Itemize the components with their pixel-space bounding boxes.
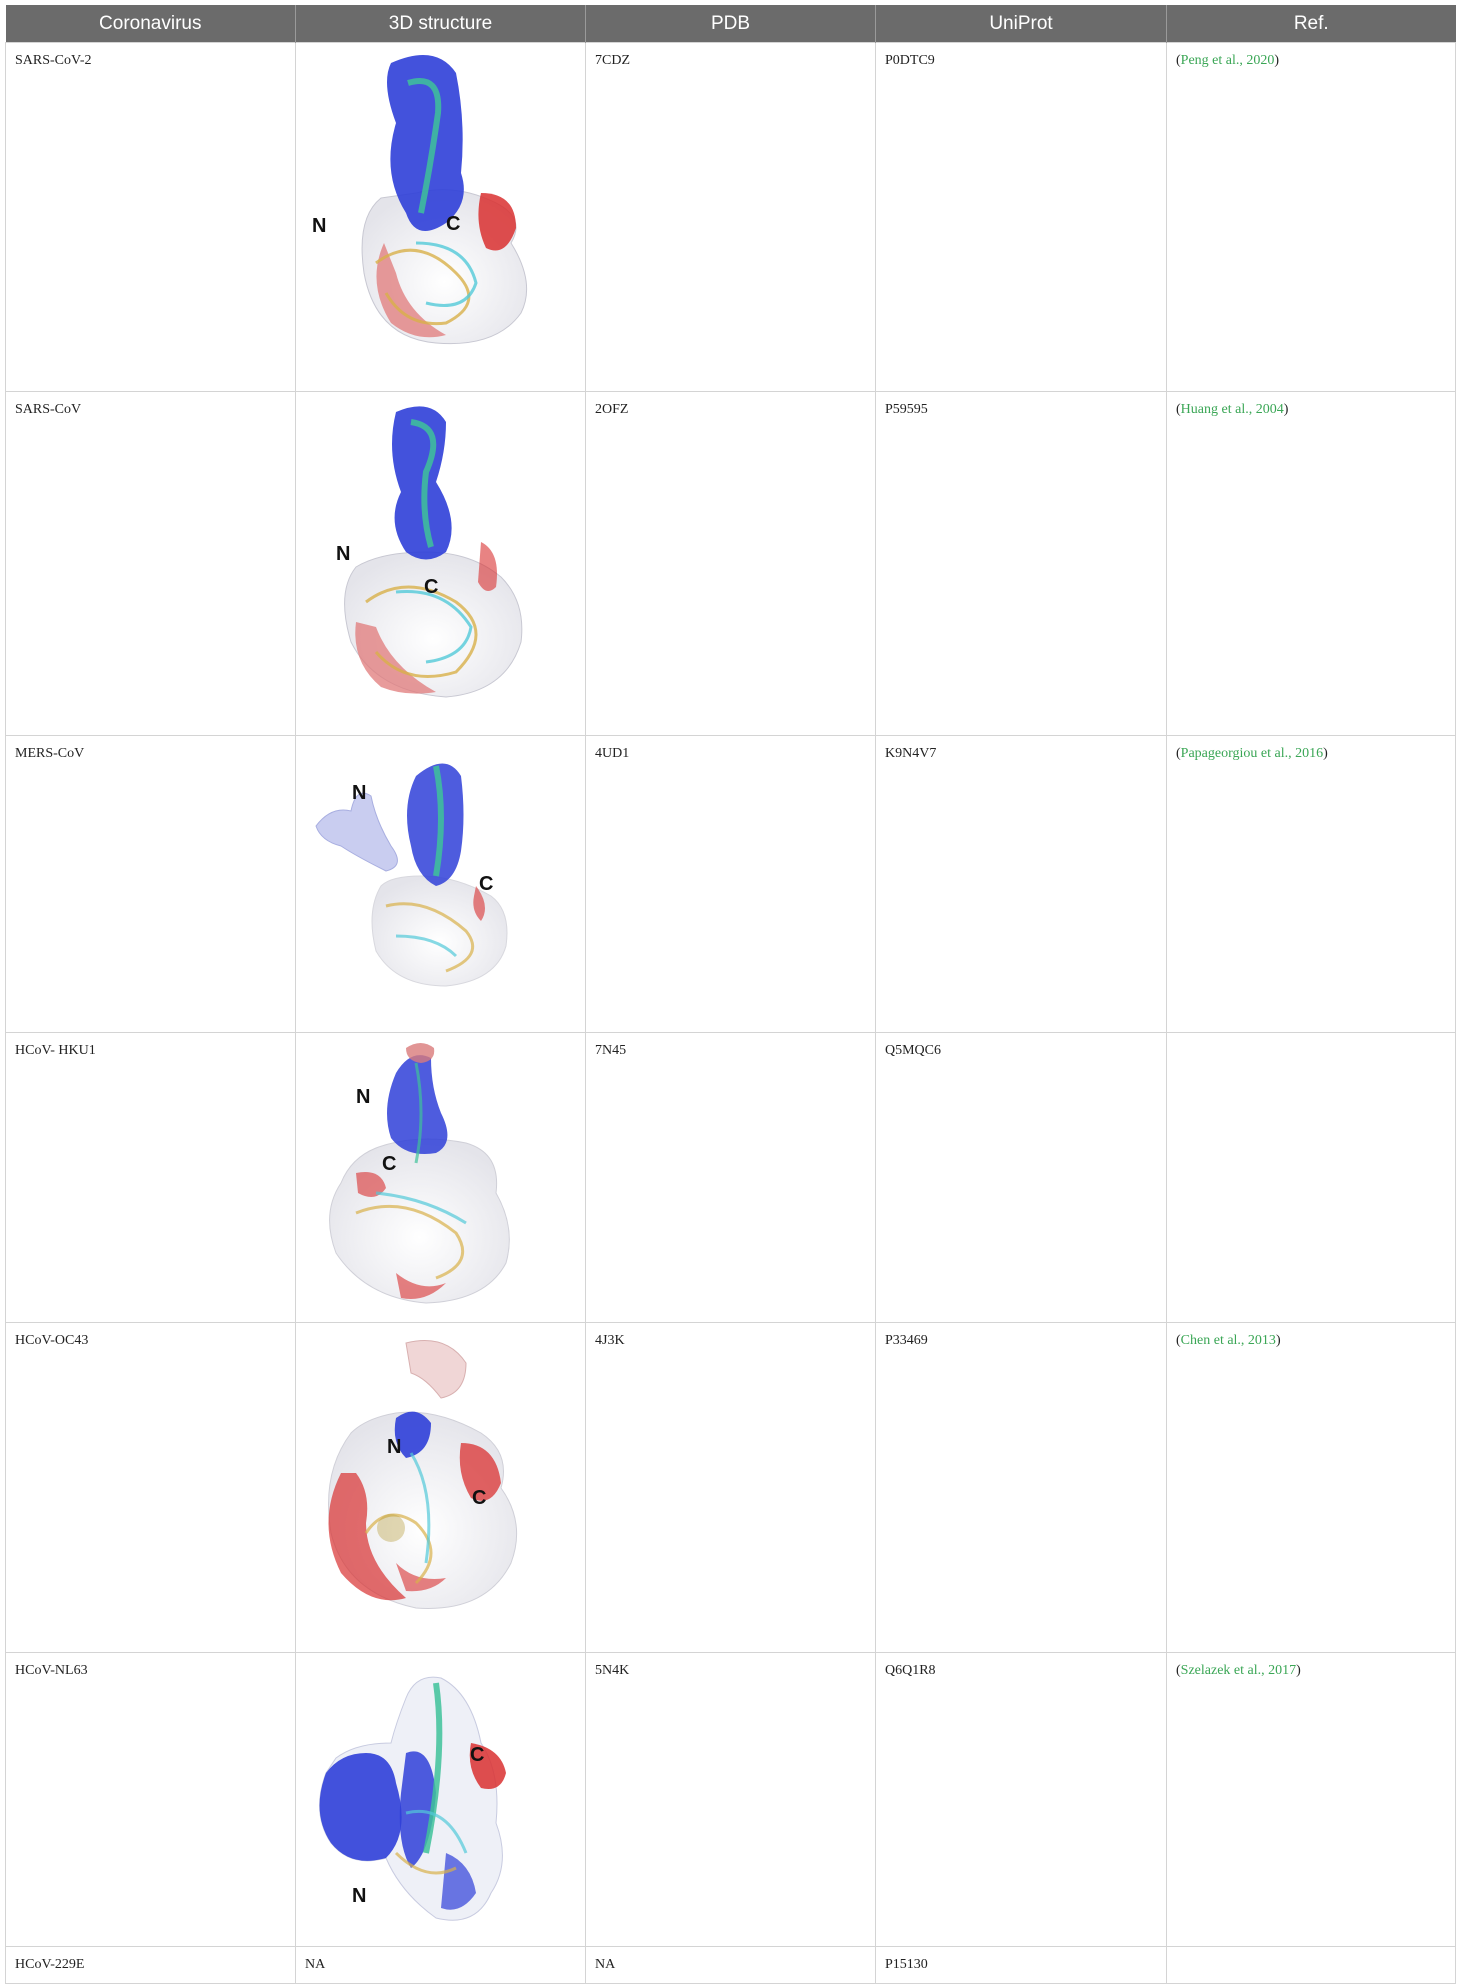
cell-structure: N C xyxy=(295,1322,586,1653)
table-row: SARS-CoV N C 2OFZ P59595 (Huang et al., … xyxy=(5,391,1456,736)
cell-ref xyxy=(1166,1946,1456,1984)
cell-structure: N C xyxy=(295,735,586,1033)
n-terminus-label: N xyxy=(336,543,350,565)
cell-pdb: 4UD1 xyxy=(585,735,876,1033)
cell-ref: (Huang et al., 2004) xyxy=(1166,391,1456,736)
c-terminus-label: C xyxy=(470,1744,484,1766)
reference-link[interactable]: Huang et al., 2004 xyxy=(1180,402,1284,417)
cell-ref xyxy=(1166,1032,1456,1323)
n-terminus-label: N xyxy=(352,782,366,804)
cell-uniprot: P59595 xyxy=(875,391,1167,736)
reference-link[interactable]: Papageorgiou et al., 2016 xyxy=(1180,746,1324,761)
table-row: SARS-CoV-2 N C 7CDZ P0DT xyxy=(5,42,1456,392)
header-pdb: PDB xyxy=(585,5,876,43)
cell-pdb: NA xyxy=(585,1946,876,1984)
cell-pdb: 7N45 xyxy=(585,1032,876,1323)
cell-uniprot: Q6Q1R8 xyxy=(875,1652,1167,1947)
cell-ref: (Szelazek et al., 2017) xyxy=(1166,1652,1456,1947)
c-terminus-label: C xyxy=(472,1487,486,1509)
cell-structure: C N xyxy=(295,1652,586,1947)
reference-link[interactable]: Chen et al., 2013 xyxy=(1180,1333,1276,1348)
coronavirus-structure-table: Coronavirus 3D structure PDB UniProt Ref… xyxy=(5,5,1456,1984)
cell-pdb: 2OFZ xyxy=(585,391,876,736)
c-terminus-label: C xyxy=(382,1153,396,1175)
cell-ref: (Peng et al., 2020) xyxy=(1166,42,1456,392)
n-terminus-label: N xyxy=(312,215,326,237)
cell-ref: (Papageorgiou et al., 2016) xyxy=(1166,735,1456,1033)
cell-coronavirus: MERS-CoV xyxy=(5,735,296,1033)
cell-pdb: 4J3K xyxy=(585,1322,876,1653)
table-row: HCoV- HKU1 N C 7N45 Q5MQC6 xyxy=(5,1032,1456,1323)
cell-coronavirus: SARS-CoV xyxy=(5,391,296,736)
protein-structure-image: N C xyxy=(329,1043,510,1304)
n-terminus-label: N xyxy=(352,1885,366,1907)
protein-structure-image: N C xyxy=(328,1340,518,1609)
cell-uniprot: P0DTC9 xyxy=(875,42,1167,392)
cell-coronavirus: SARS-CoV-2 xyxy=(5,42,296,392)
header-uniprot: UniProt xyxy=(875,5,1167,43)
n-terminus-label: N xyxy=(356,1086,370,1108)
cell-pdb: 5N4K xyxy=(585,1652,876,1947)
cell-coronavirus: HCoV-NL63 xyxy=(5,1652,296,1947)
cell-coronavirus: HCoV-OC43 xyxy=(5,1322,296,1653)
cell-ref: (Chen et al., 2013) xyxy=(1166,1322,1456,1653)
table-row: MERS-CoV N C 4UD1 K9N4V7 (Papageorgiou e… xyxy=(5,735,1456,1033)
cell-uniprot: P15130 xyxy=(875,1946,1167,1984)
cell-uniprot: K9N4V7 xyxy=(875,735,1167,1033)
cell-structure: NA xyxy=(295,1946,586,1984)
n-terminus-label: N xyxy=(387,1436,401,1458)
c-terminus-label: C xyxy=(424,576,438,598)
cell-structure: N C xyxy=(295,42,586,392)
table-row: HCoV-OC43 N C 4J3K P33469 (Chen xyxy=(5,1322,1456,1653)
c-terminus-label: C xyxy=(446,213,460,235)
header-ref: Ref. xyxy=(1166,5,1456,43)
table-row: HCoV-NL63 C N 5N4K Q6Q1R8 (Szelazek et a… xyxy=(5,1652,1456,1947)
protein-structure-image: N C xyxy=(336,406,523,698)
cell-uniprot: Q5MQC6 xyxy=(875,1032,1167,1323)
cell-coronavirus: HCoV-229E xyxy=(5,1946,296,1984)
header-3d-structure: 3D structure xyxy=(295,5,586,43)
cell-pdb: 7CDZ xyxy=(585,42,876,392)
protein-structure-image: C N xyxy=(319,1676,506,1921)
c-terminus-label: C xyxy=(479,873,493,895)
cell-structure: N C xyxy=(295,391,586,736)
protein-structure-image: N C xyxy=(315,763,508,987)
table-row: HCoV-229E NA NA P15130 xyxy=(5,1946,1456,1984)
header-coronavirus: Coronavirus xyxy=(5,5,296,43)
cell-coronavirus: HCoV- HKU1 xyxy=(5,1032,296,1323)
reference-link[interactable]: Szelazek et al., 2017 xyxy=(1180,1663,1297,1678)
cell-structure: N C xyxy=(295,1032,586,1323)
reference-link[interactable]: Peng et al., 2020 xyxy=(1180,53,1275,68)
table-header-row: Coronavirus 3D structure PDB UniProt Ref… xyxy=(5,5,1456,43)
protein-structure-image: N C xyxy=(312,55,528,345)
cell-uniprot: P33469 xyxy=(875,1322,1167,1653)
